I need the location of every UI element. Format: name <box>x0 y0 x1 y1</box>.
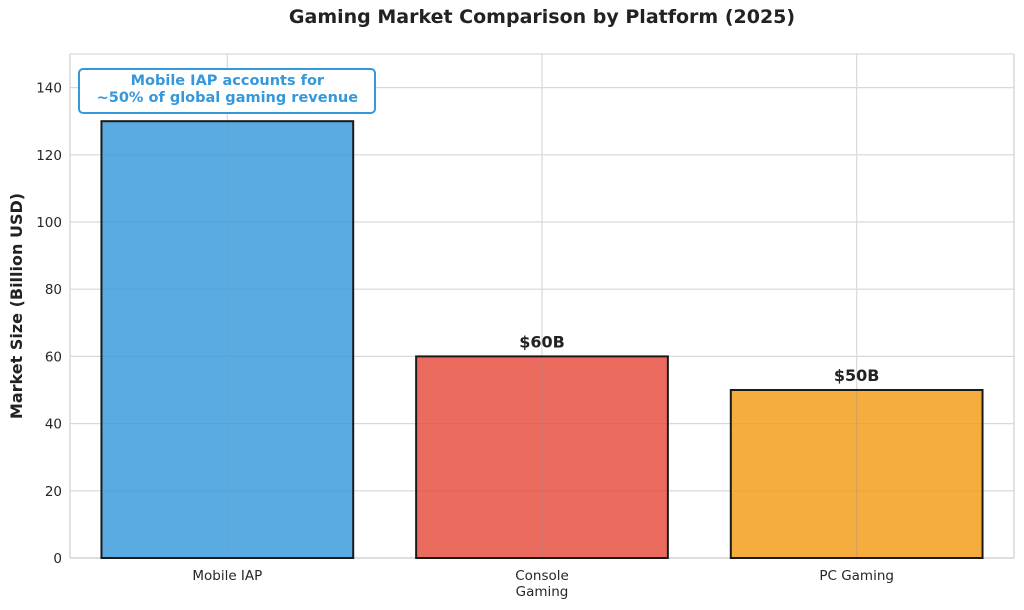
x-tick-label: Console <box>515 568 569 584</box>
y-tick-label: 20 <box>45 484 62 500</box>
x-tick-label: Mobile IAP <box>192 568 262 584</box>
y-tick-label: 60 <box>45 349 62 365</box>
y-tick-label: 80 <box>45 282 62 298</box>
data-label: $60B <box>519 332 565 351</box>
y-tick-label: 0 <box>53 551 62 567</box>
y-tick-label: 100 <box>36 215 62 231</box>
x-tick-label: Gaming <box>516 584 569 600</box>
y-tick-label: 40 <box>45 417 62 433</box>
chart-title: Gaming Market Comparison by Platform (20… <box>288 6 796 28</box>
y-tick-label: 140 <box>36 81 62 97</box>
y-tick-label: 120 <box>36 148 62 164</box>
x-tick-label: PC Gaming <box>819 568 894 584</box>
annotation-line: ~50% of global gaming revenue <box>96 90 359 107</box>
data-label: $50B <box>834 366 880 385</box>
annotation-line: Mobile IAP accounts for <box>130 73 325 90</box>
bar-mobile-iap <box>100 120 355 559</box>
bar-console-gaming <box>415 355 669 559</box>
y-axis-label: Market Size (Billion USD) <box>7 193 26 419</box>
bar-pc-gaming <box>729 389 984 559</box>
annotation-box: Mobile IAP accounts for ~50% of global g… <box>78 68 377 115</box>
